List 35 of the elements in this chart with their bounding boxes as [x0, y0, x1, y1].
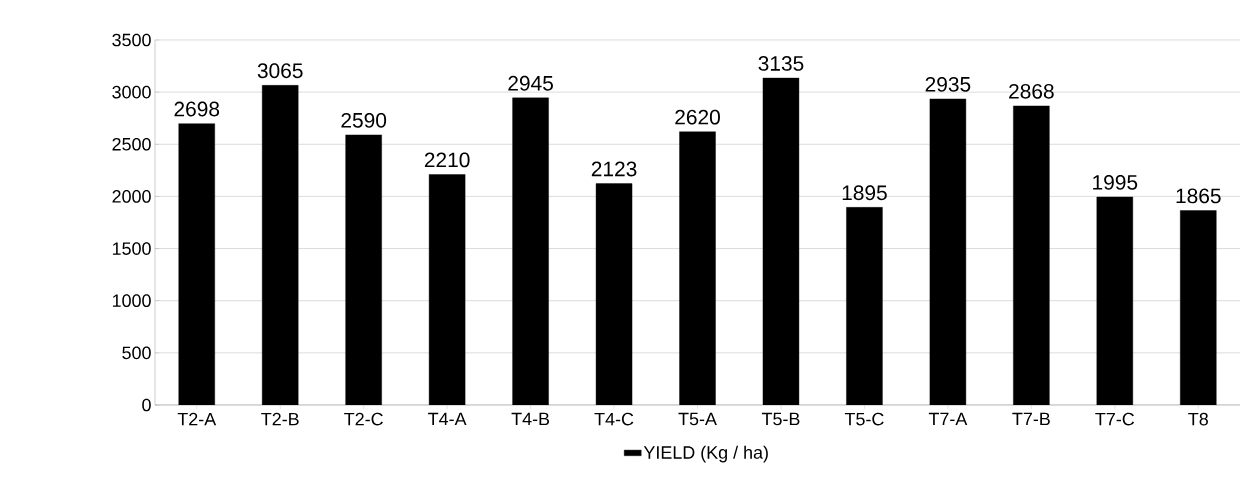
x-tick-label: T7-A: [928, 412, 968, 426]
data-label: 2123: [591, 161, 637, 177]
y-tick-label: 3000: [112, 85, 151, 99]
data-label: 1895: [842, 185, 887, 201]
data-label: 2698: [174, 101, 220, 117]
x-tick-label: T5-C: [844, 412, 884, 426]
x-tick-label: T8: [1188, 412, 1208, 426]
x-tick-label: T7-C: [1095, 412, 1135, 426]
x-tick-label: T5-A: [678, 412, 717, 426]
data-label: 2945: [508, 75, 553, 91]
x-tick-label: T7-B: [1012, 412, 1050, 426]
y-tick-label: 2500: [112, 137, 151, 151]
y-tick-label: 1500: [112, 242, 151, 255]
data-label: 3135: [758, 56, 804, 71]
data-label: 2210: [424, 152, 470, 168]
data-label: 2590: [341, 112, 387, 128]
x-tick-label: T4-C: [594, 412, 634, 426]
x-tick-label: T2-C: [344, 412, 383, 426]
y-tick-label: 3500: [112, 33, 151, 47]
y-tick-label: 0: [142, 398, 151, 412]
x-tick-label: T2-B: [261, 412, 299, 426]
data-label: 2620: [675, 109, 720, 125]
x-tick-label: T4-A: [428, 412, 467, 426]
data-label: 3065: [257, 63, 303, 79]
data-label: 1995: [1093, 174, 1138, 190]
data-label: 1865: [1176, 188, 1221, 204]
legend-label: YIELD (Kg / ha): [643, 445, 768, 463]
data-label: 2868: [1009, 83, 1054, 99]
x-tick-label: T4-B: [511, 412, 550, 426]
y-tick-label: 2000: [112, 190, 151, 203]
x-tick-label: T5-B: [761, 412, 800, 426]
x-tick-label: T2-A: [177, 412, 217, 426]
y-tick-label: 500: [122, 346, 151, 360]
y-tick-label: 1000: [112, 294, 151, 308]
data-label: 2935: [925, 76, 971, 92]
